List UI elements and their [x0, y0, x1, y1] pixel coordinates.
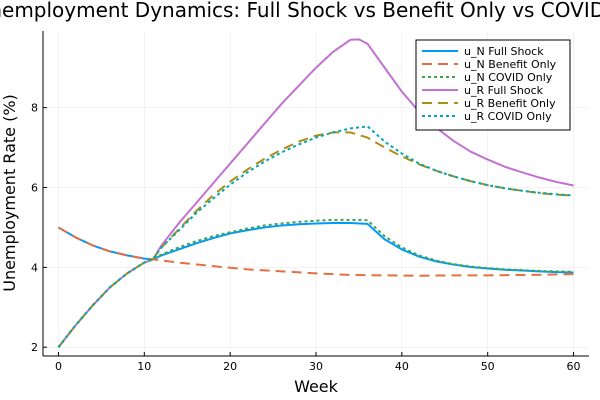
legend-label: u_N COVID Only — [464, 71, 553, 84]
axis-ticks: 0 10 20 30 40 50 60 2 4 6 8 — [31, 102, 581, 373]
legend-label: u_R COVID Only — [464, 110, 552, 123]
legend-label: u_R Benefit Only — [464, 97, 556, 110]
legend-label: u_N Full Shock — [464, 45, 544, 58]
y-tick-label: 6 — [31, 182, 38, 195]
series-line — [57, 125, 574, 348]
series-line — [57, 38, 574, 348]
series-line — [57, 226, 574, 277]
x-tick-label: 40 — [395, 360, 409, 373]
y-axis-label: Unemployment Rate (%) — [0, 94, 19, 292]
x-tick-label: 20 — [223, 360, 237, 373]
x-tick-label: 50 — [481, 360, 495, 373]
x-tick-label: 0 — [55, 360, 62, 373]
x-tick-label: 30 — [309, 360, 323, 373]
x-tick-label: 60 — [567, 360, 581, 373]
y-tick-label: 4 — [31, 261, 38, 274]
y-tick-label: 8 — [31, 102, 38, 115]
y-tick-label: 2 — [31, 341, 38, 354]
legend-label: u_R Full Shock — [464, 84, 544, 97]
x-tick-label: 10 — [137, 360, 151, 373]
series-layer — [57, 38, 574, 348]
x-axis-label: Week — [294, 377, 339, 396]
chart-title: Unemployment Dynamics: Full Shock vs Ben… — [0, 0, 600, 22]
series-line — [57, 218, 574, 348]
legend-label: u_N Benefit Only — [464, 58, 557, 71]
